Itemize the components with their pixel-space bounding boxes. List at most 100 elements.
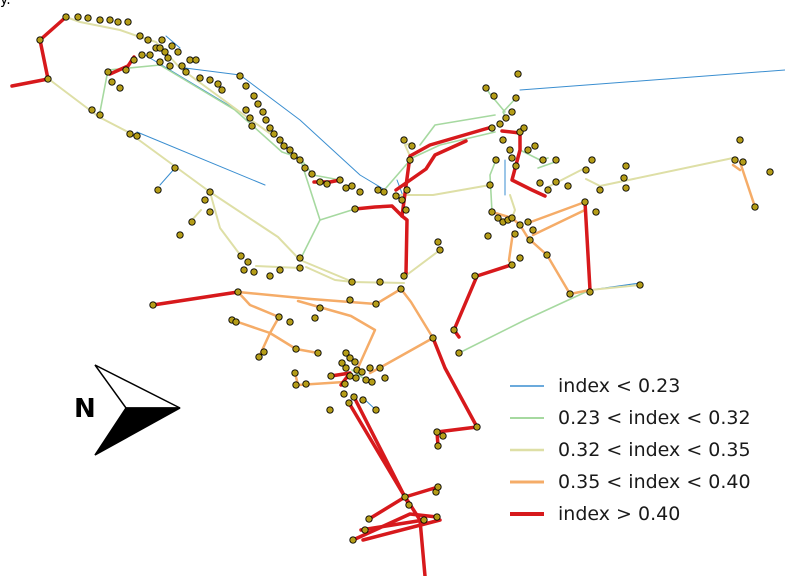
network-edge xyxy=(351,512,439,542)
north-arrow xyxy=(94,364,181,456)
network-node xyxy=(402,206,410,214)
network-node xyxy=(146,51,154,59)
network-node xyxy=(74,13,82,21)
network-node xyxy=(346,296,354,304)
network-node xyxy=(280,142,288,150)
legend-label-4: 0.35 < index < 0.40 xyxy=(558,471,751,493)
network-node xyxy=(178,62,186,70)
network-node xyxy=(455,349,463,357)
network-node xyxy=(420,516,428,524)
network-edge xyxy=(400,125,494,218)
network-node xyxy=(176,231,184,239)
network-node xyxy=(133,132,141,140)
network-node xyxy=(365,515,373,523)
network-node xyxy=(246,114,254,122)
network-node xyxy=(586,288,594,296)
network-edge xyxy=(352,395,411,507)
network-node xyxy=(401,493,409,501)
network-node xyxy=(286,146,294,154)
network-node xyxy=(620,174,628,182)
network-node xyxy=(262,116,270,124)
network-node xyxy=(564,182,572,190)
network-node xyxy=(508,108,516,116)
network-node xyxy=(236,72,244,80)
network-node xyxy=(342,364,350,372)
network-node xyxy=(739,158,747,166)
network-node xyxy=(544,186,552,194)
network-node xyxy=(260,348,268,356)
network-node xyxy=(144,36,152,44)
legend-item-1: index < 0.23 xyxy=(510,370,780,402)
network-edge xyxy=(236,287,403,306)
network-node xyxy=(154,186,162,194)
network-node xyxy=(508,154,516,162)
network-edge xyxy=(353,204,404,218)
network-node xyxy=(596,186,604,194)
network-node xyxy=(136,32,144,40)
network-edge xyxy=(526,200,587,225)
legend-label-2: 0.23 < index < 0.32 xyxy=(558,407,751,429)
network-node xyxy=(502,114,510,122)
network-edge xyxy=(583,200,592,292)
network-node xyxy=(114,18,122,26)
legend-label-1: index < 0.23 xyxy=(558,375,681,397)
network-node xyxy=(206,76,214,84)
network-node xyxy=(588,156,596,164)
network-node xyxy=(44,75,52,83)
network-node xyxy=(514,70,522,78)
network-node xyxy=(494,214,502,222)
network-edge xyxy=(489,159,497,213)
network-node xyxy=(348,182,356,190)
network-node xyxy=(201,196,209,204)
network-node xyxy=(552,156,560,164)
network-node xyxy=(398,196,406,204)
network-node xyxy=(356,188,364,196)
network-node xyxy=(275,313,283,321)
network-edge xyxy=(531,208,587,237)
network-node xyxy=(348,278,356,286)
network-edge xyxy=(537,161,556,169)
network-node xyxy=(345,399,353,407)
network-edge xyxy=(151,290,240,307)
network-edge xyxy=(399,287,435,340)
network-node xyxy=(400,272,408,280)
network-node xyxy=(62,13,70,21)
network-node xyxy=(582,166,590,174)
network-node xyxy=(126,130,134,138)
network-node xyxy=(731,156,739,164)
network-node xyxy=(308,170,316,178)
network-node xyxy=(471,272,479,280)
network-node xyxy=(96,111,104,119)
network-node xyxy=(342,184,350,192)
network-node xyxy=(496,120,504,128)
network-node xyxy=(342,349,350,357)
network-edge xyxy=(10,15,68,88)
network-node xyxy=(381,374,389,382)
network-node xyxy=(171,164,179,172)
network-node xyxy=(316,178,324,186)
network-node xyxy=(166,62,174,70)
network-node xyxy=(327,372,335,380)
network-node xyxy=(292,381,300,389)
network-node xyxy=(516,254,524,262)
network-node xyxy=(490,92,498,100)
network-edge xyxy=(296,299,377,372)
network-node xyxy=(286,318,294,326)
network-node xyxy=(164,54,172,62)
network-node xyxy=(350,393,358,401)
network-node xyxy=(326,406,334,414)
network-node xyxy=(434,238,442,246)
network-node xyxy=(248,122,256,130)
north-label: N xyxy=(74,394,96,424)
network-node xyxy=(346,372,354,380)
network-edge xyxy=(418,518,427,576)
network-edge xyxy=(458,289,591,354)
network-node xyxy=(592,208,600,216)
network-node xyxy=(292,345,300,353)
network-node xyxy=(397,285,405,293)
network-node xyxy=(316,304,324,312)
legend-label-5: index > 0.40 xyxy=(558,503,681,525)
top-text-fragment: y. xyxy=(0,0,11,8)
network-node xyxy=(636,281,644,289)
network-node xyxy=(539,156,547,164)
